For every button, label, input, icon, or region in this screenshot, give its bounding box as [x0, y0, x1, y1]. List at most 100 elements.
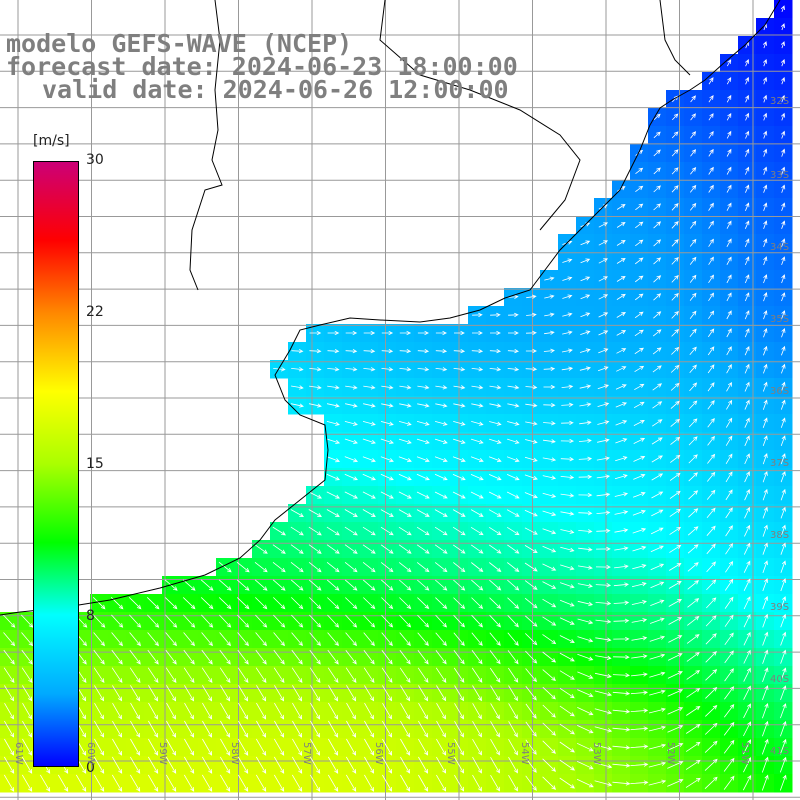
wind-arrow	[237, 649, 249, 665]
wind-arrow	[236, 597, 250, 610]
wind-arrow	[708, 256, 714, 265]
wind-arrow	[525, 330, 537, 336]
colorbar-tick-0: 0	[86, 760, 95, 776]
wind-arrow	[763, 148, 768, 157]
wind-arrow	[488, 456, 502, 463]
wind-arrow	[726, 346, 732, 356]
wind-arrow	[597, 384, 610, 390]
wind-arrow	[726, 256, 732, 265]
colorbar-unit: [m/s]	[33, 133, 70, 149]
wind-arrow	[398, 421, 412, 426]
wind-arrow	[633, 401, 645, 409]
wind-arrow	[290, 579, 304, 591]
wind-arrow	[362, 526, 376, 536]
colorbar-tick-22: 22	[86, 304, 104, 320]
wind-arrow	[634, 329, 644, 337]
wind-arrow	[781, 76, 786, 85]
wind-arrow	[183, 667, 195, 684]
wind-arrow	[726, 292, 732, 302]
wind-arrow	[218, 597, 232, 610]
wind-arrow	[763, 238, 768, 248]
wind-arrow	[292, 685, 303, 702]
lat-label-34s: 34S	[770, 242, 790, 253]
wind-arrow	[724, 578, 734, 591]
wind-arrow	[273, 614, 286, 628]
wind-arrow	[671, 292, 679, 301]
wind-arrow	[615, 384, 627, 390]
wind-arrow	[597, 420, 610, 425]
wind-arrow	[345, 385, 358, 390]
wind-arrow	[381, 597, 394, 610]
wind-arrow	[344, 491, 358, 499]
wind-arrow	[670, 436, 681, 445]
wind-arrow	[668, 617, 683, 625]
wind-arrow	[635, 167, 644, 175]
wind-arrow	[649, 671, 666, 678]
wind-arrow	[453, 632, 465, 646]
wind-arrow	[743, 560, 751, 573]
wind-arrow	[183, 614, 196, 628]
wind-arrow	[653, 239, 662, 247]
wind-arrow	[381, 385, 394, 390]
wind-arrow	[634, 275, 644, 283]
wind-arrow	[416, 562, 430, 573]
wind-arrow	[723, 757, 735, 772]
wind-arrow	[580, 330, 591, 335]
wind-arrow	[744, 310, 750, 320]
wind-arrow	[577, 725, 594, 734]
wind-arrow	[743, 578, 751, 591]
wind-arrow	[435, 385, 448, 390]
wind-arrow	[380, 456, 394, 463]
wind-arrow	[561, 366, 574, 371]
wind-arrow	[762, 631, 769, 646]
wind-arrow	[707, 453, 716, 464]
wind-arrow	[111, 614, 124, 628]
wind-arrow	[309, 597, 322, 610]
wind-arrow	[273, 738, 285, 756]
wind-arrow	[471, 385, 484, 390]
wind-arrow	[781, 202, 786, 211]
wind-arrow	[614, 474, 628, 480]
wind-arrow	[634, 257, 644, 265]
wind-vectors	[3, 5, 787, 792]
lon-label-59w: 59W	[157, 742, 168, 765]
wind-arrow	[745, 58, 749, 67]
wind-arrow	[219, 632, 231, 647]
wind-arrow	[634, 365, 645, 373]
wind-arrow	[781, 166, 786, 175]
wind-arrow	[743, 756, 751, 773]
wind-arrow	[3, 756, 15, 774]
wind-arrow	[667, 689, 684, 697]
wind-arrow	[544, 312, 555, 317]
wind-arrow	[453, 667, 465, 683]
lon-label-56w: 56W	[373, 742, 384, 765]
wind-arrow	[470, 438, 484, 444]
wind-arrow	[653, 113, 661, 120]
wind-arrow	[111, 649, 123, 665]
wind-arrow	[148, 702, 158, 720]
wind-arrow	[634, 347, 644, 355]
wind-arrow	[705, 615, 717, 627]
wind-arrow	[202, 720, 213, 738]
wind-arrow	[651, 419, 663, 427]
wind-arrow	[166, 685, 177, 702]
wind-arrow	[762, 685, 769, 701]
wind-arrow	[724, 632, 734, 646]
wind-arrow	[543, 348, 555, 354]
wind-arrow	[630, 672, 648, 677]
wind-arrow	[543, 421, 556, 426]
wind-arrow	[417, 597, 430, 610]
wind-arrow	[416, 544, 430, 554]
wind-arrow	[743, 542, 751, 555]
wind-arrow	[707, 328, 715, 338]
wind-arrow	[290, 509, 304, 517]
wind-arrow	[381, 649, 393, 665]
wind-arrow	[559, 741, 575, 753]
wind-arrow	[398, 562, 412, 573]
wind-arrow	[453, 597, 466, 610]
wind-arrow	[542, 722, 556, 736]
wind-arrow	[688, 454, 698, 464]
wind-arrow	[542, 740, 556, 754]
wind-arrow	[183, 649, 195, 665]
wind-arrow	[780, 488, 786, 501]
